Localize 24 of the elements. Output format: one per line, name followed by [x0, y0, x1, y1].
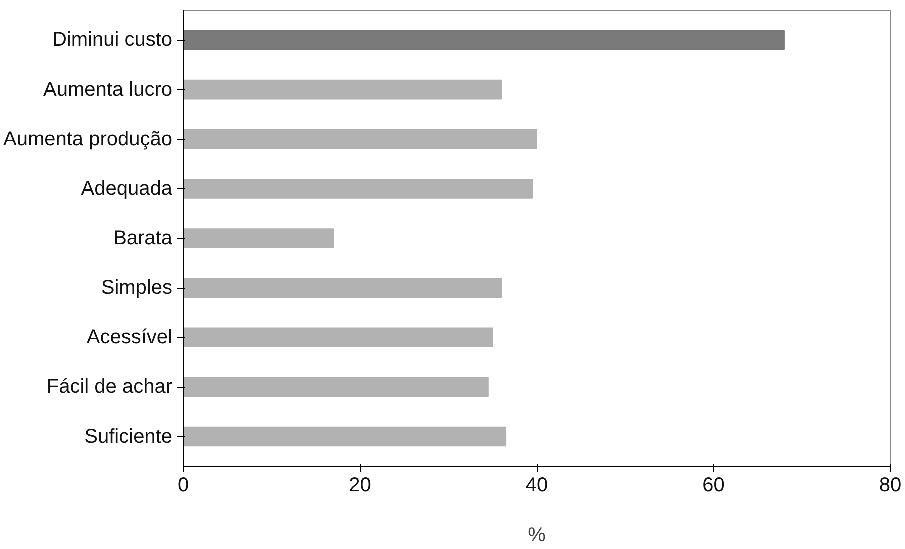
bar	[184, 377, 489, 398]
y-tick-label: Suficiente	[84, 426, 173, 448]
y-tick-label: Aumenta produção	[3, 128, 173, 150]
y-tick-label: Aumenta lucro	[44, 78, 173, 101]
bar	[184, 426, 507, 447]
x-tick-label: 20	[349, 474, 372, 496]
y-tick-label: Adequada	[81, 178, 174, 200]
y-tick-label: Simples	[101, 277, 173, 300]
bar	[184, 228, 334, 248]
x-axis-title: %	[528, 524, 546, 546]
y-tick-label: Acessível	[86, 326, 173, 349]
bar	[184, 80, 502, 100]
x-tick-label: 0	[178, 474, 190, 496]
bar	[184, 278, 502, 298]
y-tick-label: Diminui custo	[52, 29, 173, 52]
y-tick-label: Barata	[114, 228, 174, 250]
x-tick-label: 80	[879, 474, 902, 496]
bar	[184, 179, 534, 199]
x-tick-label: 40	[526, 474, 548, 496]
bar	[184, 328, 494, 348]
bar	[184, 129, 538, 150]
bar	[184, 30, 785, 50]
y-tick-label: Fácil de achar	[46, 376, 173, 398]
x-tick-label: 60	[702, 474, 725, 496]
